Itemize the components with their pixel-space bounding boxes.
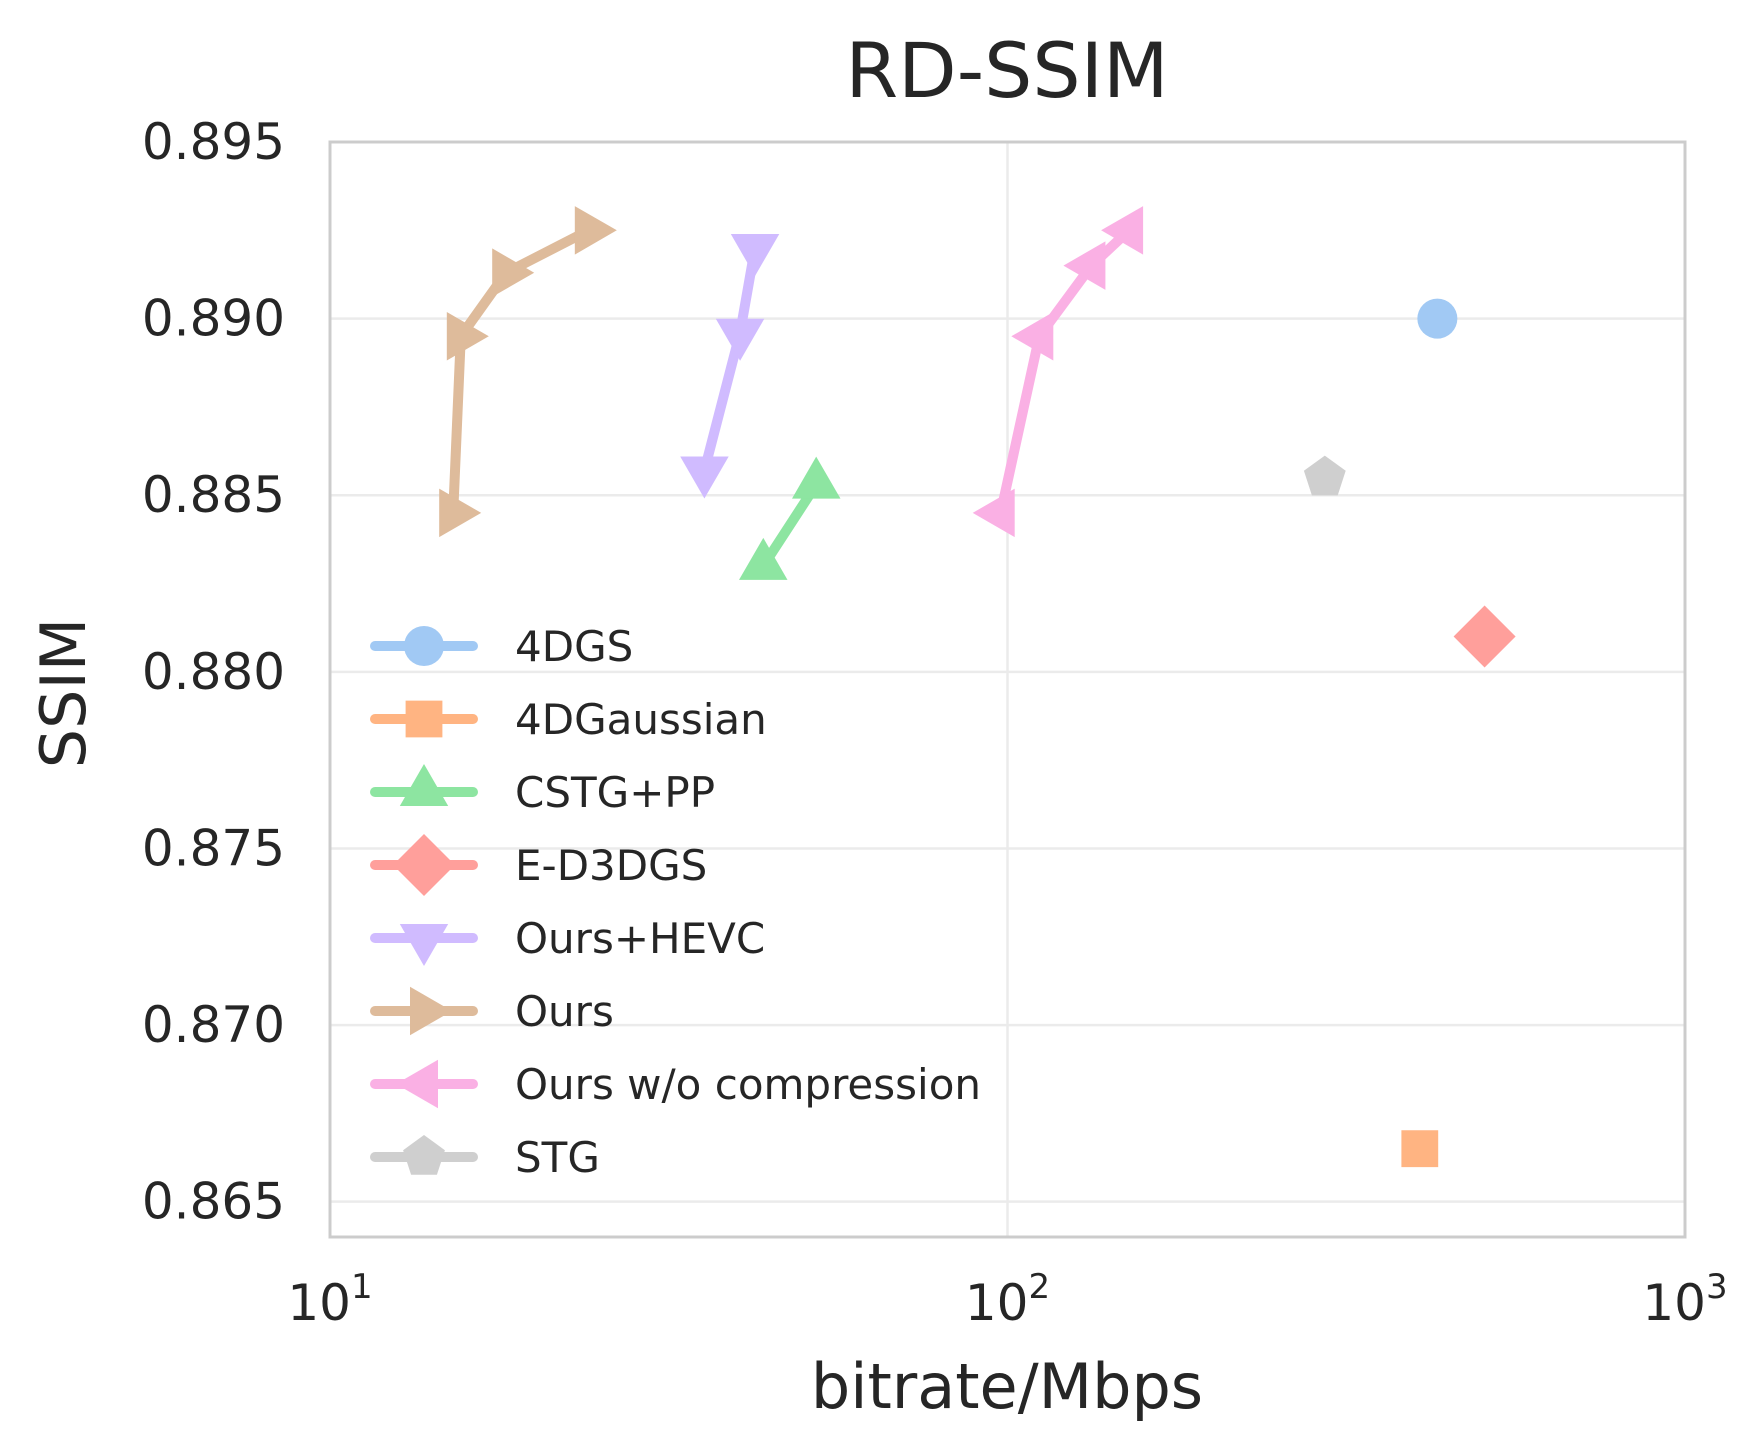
data-point-ours-w-o-compression [972, 488, 1015, 538]
data-point-ours-hevc [680, 456, 729, 499]
x-tick-base: 10 [1642, 1274, 1706, 1332]
x-axis-ticks: 101 102 103 [287, 1267, 1727, 1332]
chart-title: RD-SSIM [845, 26, 1168, 115]
series-ours [439, 206, 617, 538]
x-tick-label: 102 [965, 1267, 1050, 1332]
x-axis-label: bitrate/Mbps [811, 1350, 1203, 1423]
legend-label: Ours [515, 987, 614, 1036]
data-point-ours [439, 488, 482, 538]
legend-label: E-D3DGS [515, 841, 707, 890]
x-tick-base: 10 [965, 1274, 1029, 1332]
series-stg [1303, 455, 1346, 496]
series-cstg-pp [739, 456, 841, 580]
data-point-cstg-pp [739, 537, 788, 580]
legend-marker [403, 1135, 445, 1175]
legend-marker [399, 764, 449, 806]
data-point-ours-hevc [715, 318, 765, 361]
x-tick-base: 10 [287, 1274, 351, 1332]
plot-frame [328, 140, 1687, 1239]
data-point-4dgaussian [1401, 1130, 1439, 1168]
x-tick-label: 103 [1642, 1267, 1727, 1332]
data-point-ours-hevc [730, 234, 780, 276]
y-tick-label: 0.875 [142, 819, 285, 877]
legend: 4DGS 4DGaussian CSTG+PP E-D3DGS Ours+HEVC Our… [370, 622, 981, 1182]
y-axis-label: SSIM [27, 618, 100, 769]
series-4dgs [1417, 298, 1458, 339]
series-e-d3dgs [1453, 605, 1516, 668]
legend-marker [410, 986, 452, 1036]
x-tick-label: 101 [287, 1267, 372, 1332]
legend-item-e-d3dgs: E-D3DGS [370, 834, 707, 896]
data-point-ours-w-o-compression [1011, 312, 1054, 361]
legend-marker [399, 924, 449, 966]
legend-marker [405, 700, 443, 738]
data-point-4dgs [1417, 298, 1458, 339]
y-tick-label: 0.895 [142, 113, 285, 171]
data-point-cstg-pp [792, 456, 841, 499]
x-tick-exponent: 1 [351, 1267, 373, 1307]
data-point-e-d3dgs [1453, 605, 1516, 668]
legend-label: CSTG+PP [515, 768, 715, 817]
legend-item-ours: Ours [370, 986, 614, 1036]
y-tick-label: 0.865 [142, 1173, 285, 1231]
legend-item-4dgaussian: 4DGaussian [370, 695, 767, 744]
legend-item-4dgs: 4DGS [370, 622, 633, 671]
x-tick-exponent: 2 [1028, 1267, 1050, 1307]
series-ours-w-o-compression [972, 206, 1144, 538]
x-tick-exponent: 3 [1706, 1267, 1728, 1307]
series-ours-hevc [680, 234, 780, 499]
legend-item-ours-hevc: Ours+HEVC [370, 914, 765, 966]
legend-label: Ours+HEVC [515, 914, 765, 963]
data-point-ours [446, 312, 489, 361]
y-tick-label: 0.890 [142, 290, 285, 348]
legend-label: Ours w/o compression [515, 1060, 981, 1109]
legend-marker [404, 626, 444, 666]
data-point-ours [492, 248, 535, 297]
data-point-ours-w-o-compression [1063, 241, 1106, 290]
legend-item-ours-w-o-compression: Ours w/o compression [370, 1059, 981, 1109]
series-line-ours [448, 225, 594, 518]
series-line-ours-hevc [699, 243, 760, 476]
y-tick-label: 0.880 [142, 643, 285, 701]
legend-item-cstg-pp: CSTG+PP [370, 764, 715, 817]
legend-label: STG [515, 1133, 600, 1182]
data-point-ours-w-o-compression [1101, 206, 1144, 255]
y-axis-ticks: 0.865 0.870 0.875 0.880 0.885 0.890 0.895 [142, 113, 285, 1231]
data-point-stg [1303, 455, 1346, 496]
series-line-ours-w-o-compression [995, 225, 1135, 518]
data-point-ours [574, 206, 617, 255]
legend-marker [396, 1059, 438, 1109]
y-tick-label: 0.870 [142, 996, 285, 1054]
legend-item-stg: STG [370, 1133, 600, 1182]
y-tick-label: 0.885 [142, 466, 285, 524]
series-layer [439, 206, 1516, 1168]
series-4dgaussian [1401, 1130, 1439, 1168]
legend-marker [393, 834, 455, 896]
legend-label: 4DGaussian [515, 695, 767, 744]
legend-label: 4DGS [515, 622, 633, 671]
